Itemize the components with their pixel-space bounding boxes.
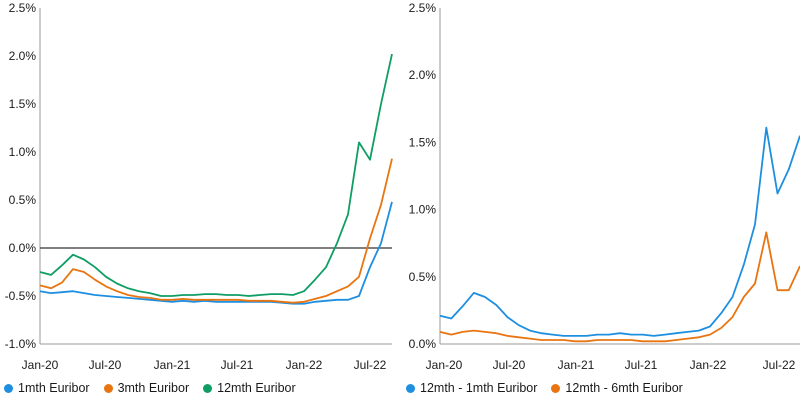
legend-item-12m-1m: 12mth - 1mth Euribor: [406, 381, 537, 395]
legend-label: 12mth - 1mth Euribor: [420, 381, 538, 395]
y-tick-label: 0.0%: [9, 241, 37, 255]
legend-dot-orange: [551, 383, 561, 393]
y-tick-label: -1.0%: [5, 337, 37, 351]
x-tick-label: Jul-21: [625, 358, 658, 372]
x-tick-label: Jul-22: [354, 358, 387, 372]
y-tick-label: 2.0%: [409, 68, 437, 82]
legend-label: 12mth Euribor: [217, 381, 296, 395]
legend-label: 1mth Euribor: [18, 381, 90, 395]
series-line-1mth-euribor: [39, 201, 393, 305]
legend-item-1mth: 1mth Euribor: [4, 381, 90, 395]
y-tick-label: 2.0%: [9, 49, 37, 63]
legend-dot-green: [203, 383, 213, 393]
legend-item-3mth: 3mth Euribor: [103, 381, 190, 395]
x-tick-label: Jul-20: [493, 358, 526, 372]
y-tick-label: 1.0%: [409, 203, 437, 217]
y-tick-label: 1.5%: [9, 97, 37, 111]
x-tick-label: Jan-20: [426, 358, 463, 372]
y-tick-label: 0.5%: [9, 193, 37, 207]
x-tick-label: Jul-22: [763, 358, 796, 372]
legend-dot-orange: [103, 383, 113, 393]
series-line-12mth-1mth-euribor: [439, 126, 800, 337]
legend-left: 1mth Euribor 3mth Euribor 12mth Euribor: [4, 381, 296, 395]
y-tick-label: 1.0%: [9, 145, 37, 159]
x-tick-label: Jan-22: [690, 358, 727, 372]
legend-dot-blue: [4, 383, 13, 393]
series-line-12mth-6mth-euribor: [439, 231, 800, 343]
y-tick-label: 2.5%: [409, 1, 437, 15]
y-tick-label: -0.5%: [5, 289, 37, 303]
legend-item-12mth: 12mth Euribor: [203, 381, 296, 395]
x-tick-label: Jan-22: [286, 358, 323, 372]
y-tick-label: 0.5%: [409, 270, 437, 284]
x-tick-label: Jul-21: [221, 358, 254, 372]
x-tick-label: Jan-21: [154, 358, 191, 372]
y-tick-label: 2.5%: [9, 1, 37, 15]
legend-label: 3mth Euribor: [117, 381, 190, 395]
y-tick-label: 1.5%: [409, 135, 437, 149]
x-tick-label: Jul-20: [89, 358, 122, 372]
legend-right: 12mth - 1mth Euribor 12mth - 6mth Euribo…: [406, 381, 683, 395]
series-line-3mth-euribor: [39, 158, 393, 304]
x-tick-label: Jan-20: [22, 358, 59, 372]
legend-dot-blue: [406, 383, 415, 393]
legend-item-12m-6m: 12mth - 6mth Euribor: [551, 381, 683, 395]
y-tick-label: 0.0%: [409, 337, 437, 351]
x-tick-label: Jan-21: [558, 358, 595, 372]
series-line-12mth-euribor: [39, 53, 393, 297]
legend-label: 12mth - 6mth Euribor: [565, 381, 683, 395]
